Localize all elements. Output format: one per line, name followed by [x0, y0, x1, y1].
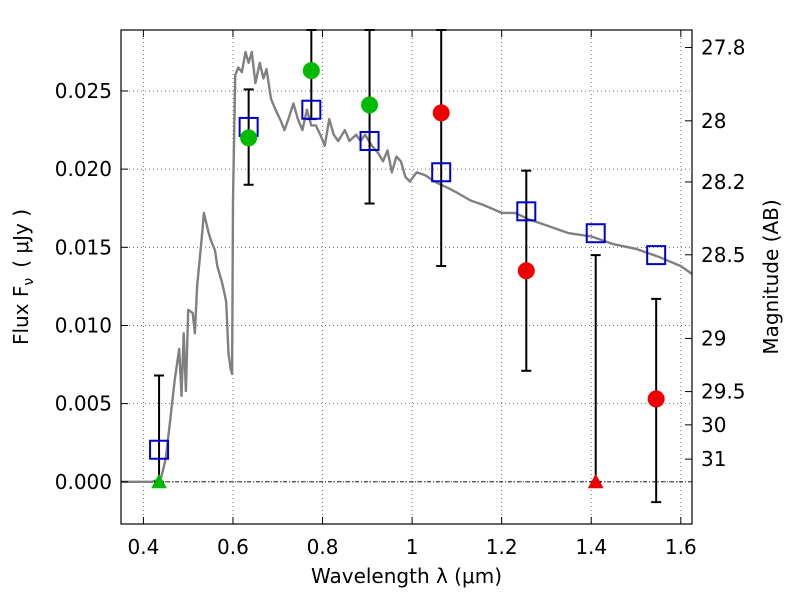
y-tick-label: 0.005 [55, 392, 112, 416]
y-tick-label: 0.000 [55, 470, 112, 494]
spectrum-layer [121, 50, 693, 483]
y2-tick-label: 27.8 [701, 36, 746, 60]
y-axis-label-subscript: ν [21, 278, 37, 286]
y-axis-label-unit: ( μJy ) [9, 209, 33, 268]
detection-point [302, 62, 320, 80]
y-axis-label: Flux Fν ( μJy ) [9, 209, 37, 345]
y2-tick-label: 29 [701, 326, 726, 350]
x-tick-label: 1.2 [486, 535, 518, 559]
x-axis-label: Wavelength λ (μm) [311, 564, 502, 588]
y-tick-label: 0.010 [55, 313, 112, 337]
y-tick-label: 0.015 [55, 235, 112, 259]
model-flux-square [646, 245, 667, 266]
detection-point [240, 129, 258, 147]
y2-tick-label: 28.2 [701, 170, 746, 194]
y-tick-label: 0.020 [55, 157, 112, 181]
x-tick-label: 0.4 [127, 535, 159, 559]
model-flux-square [516, 201, 537, 222]
x-tick-label: 1.4 [575, 535, 607, 559]
y2-axis-label: Magnitude (AB) [759, 199, 783, 354]
model-flux-square [149, 439, 170, 460]
grid-lines [121, 30, 692, 524]
axis-ticks: 0.4 0.6 0.8 1 1.2 1.4 1.6 0.000 0.005 0.010 0.015 0… [55, 30, 746, 559]
x-tick-label: 1 [406, 535, 419, 559]
upper-limit-triangle [151, 473, 167, 489]
detection-point [432, 104, 450, 122]
plot-frame [120, 29, 693, 525]
model-spectrum-line [121, 50, 693, 483]
y-axis-label-main: Flux F [9, 286, 33, 345]
model-flux-square [585, 223, 606, 244]
x-tick-label: 0.6 [217, 535, 249, 559]
y2-tick-label: 30 [701, 413, 726, 437]
upper-limit-triangle [587, 473, 604, 489]
data-marks [149, 29, 667, 504]
y2-tick-label: 28 [701, 109, 726, 133]
detection-point [517, 262, 535, 280]
detection-point [647, 390, 665, 408]
y-tick-label: 0.025 [55, 79, 112, 103]
x-tick-label: 1.6 [665, 535, 697, 559]
x-tick-label: 0.8 [307, 535, 339, 559]
model-flux-square [431, 162, 452, 183]
detection-point [361, 96, 379, 114]
y2-tick-label: 29.5 [701, 380, 746, 404]
y2-tick-label: 31 [701, 447, 726, 471]
model-flux-square [301, 99, 322, 120]
model-flux-square [359, 130, 380, 151]
y2-tick-label: 28.5 [701, 243, 746, 267]
